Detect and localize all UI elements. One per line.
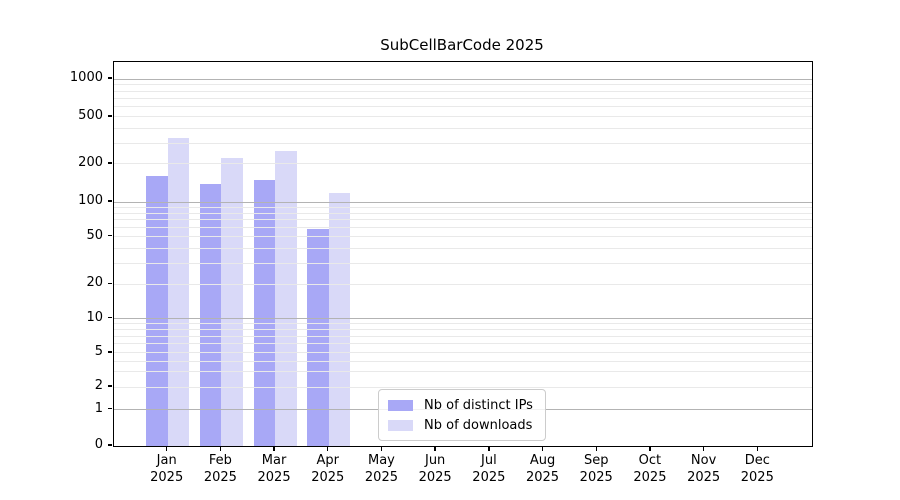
- legend-item-downloads: Nb of downloads: [388, 415, 536, 435]
- legend-swatch-distinct-ips-icon: [388, 399, 413, 411]
- y-tick-label: 20: [86, 275, 103, 291]
- y-tick-mark: [107, 115, 112, 117]
- y-tick-mark: [107, 200, 112, 202]
- x-tick-mark: [434, 446, 436, 451]
- bar-downloads-jan: [167, 137, 190, 446]
- y-tick-mark: [107, 408, 112, 410]
- y-tick-label: 1000: [69, 70, 103, 85]
- bar-distinct-ips-jan: [146, 176, 168, 446]
- chart-title: SubCellBarCode 2025: [380, 36, 544, 54]
- x-tick-mark: [541, 446, 544, 451]
- bar-distinct-ips-apr: [307, 229, 329, 446]
- x-tick-mark: [219, 446, 222, 451]
- y-tick-label: 50: [86, 227, 103, 243]
- y-tick-mark: [107, 234, 112, 237]
- bar-distinct-ips-feb: [199, 183, 222, 446]
- x-tick-label-sep: Sep 2025: [579, 453, 613, 485]
- legend-item-distinct-ips: Nb of distinct IPs: [388, 395, 536, 415]
- x-tick-label-feb: Feb 2025: [203, 453, 237, 485]
- y-tick-label: 500: [78, 107, 103, 123]
- legend-label-downloads: Nb of downloads: [424, 417, 533, 433]
- y-tick-label: 10: [86, 309, 103, 325]
- y-tick-label: 2: [94, 378, 103, 394]
- x-tick-label-dec: Dec 2025: [740, 453, 774, 485]
- x-tick-label-apr: Apr 2025: [311, 453, 345, 485]
- x-tick-label-mar: Mar 2025: [257, 453, 291, 485]
- y-tick-label: 200: [78, 154, 103, 170]
- bar-downloads-feb: [221, 157, 243, 446]
- legend: Nb of distinct IPs Nb of downloads: [378, 389, 546, 441]
- y-tick-label: 5: [94, 343, 103, 359]
- y-tick-mark: [107, 316, 112, 319]
- y-tick-mark: [107, 385, 112, 387]
- x-tick-label-jan: Jan 2025: [150, 453, 184, 485]
- y-tick-mark: [107, 162, 112, 164]
- x-tick-mark: [380, 446, 383, 451]
- y-tick-mark: [107, 282, 112, 284]
- y-tick-label: 1: [94, 400, 103, 416]
- x-tick-label-oct: Oct 2025: [633, 453, 667, 485]
- y-tick-mark: [107, 351, 112, 353]
- x-tick-mark: [488, 446, 490, 451]
- x-tick-mark: [273, 446, 275, 451]
- y-tick-mark: [107, 444, 112, 446]
- x-tick-label-aug: Aug 2025: [525, 453, 560, 485]
- x-tick-mark: [165, 446, 168, 451]
- y-tick-label: 100: [78, 193, 103, 208]
- x-tick-label-jun: Jun 2025: [418, 453, 452, 485]
- bar-downloads-mar: [275, 150, 297, 446]
- y-tick-label: 0: [94, 437, 103, 452]
- legend-swatch-downloads-icon: [388, 419, 413, 431]
- x-tick-mark: [649, 446, 651, 451]
- legend-label-distinct-ips: Nb of distinct IPs: [424, 397, 533, 413]
- bar-distinct-ips-mar: [253, 179, 276, 446]
- bar-downloads-apr: [328, 192, 351, 446]
- x-tick-mark: [756, 446, 758, 451]
- x-tick-label-jul: Jul 2025: [472, 453, 506, 485]
- y-tick-mark: [107, 77, 112, 79]
- x-tick-mark: [327, 446, 329, 451]
- x-tick-label-nov: Nov 2025: [687, 453, 721, 485]
- x-tick-mark: [702, 446, 705, 451]
- x-tick-mark: [595, 446, 597, 451]
- x-tick-label-may: May 2025: [364, 453, 398, 485]
